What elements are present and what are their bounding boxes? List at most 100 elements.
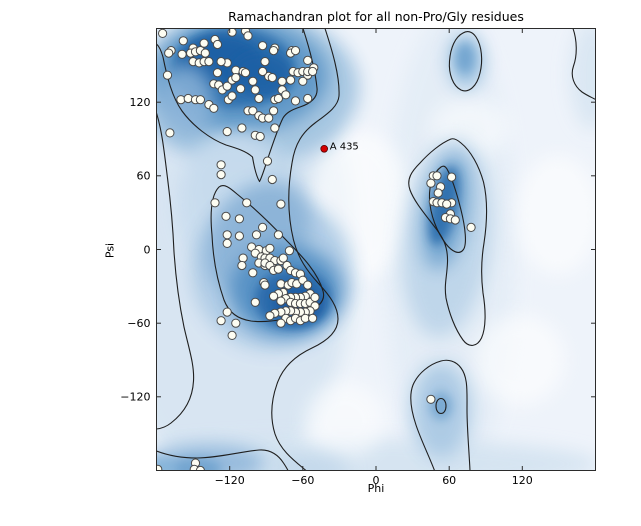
scatter-point: [164, 48, 174, 58]
scatter-point: [264, 113, 274, 123]
contour-line: [408, 138, 488, 346]
scatter-points: [156, 28, 476, 471]
scatter-point: [238, 253, 248, 263]
scatter-point: [251, 230, 262, 240]
scatter-point: [447, 172, 457, 182]
scatter-point: [269, 106, 279, 116]
axis-ticks: [156, 28, 596, 471]
scatter-point: [222, 230, 232, 240]
density-blob: [305, 382, 385, 458]
scatter-point: [222, 81, 232, 91]
y-tick-label: −60: [127, 317, 150, 330]
scatter-point: [303, 93, 313, 104]
scatter-point: [286, 75, 296, 85]
scatter-point: [290, 46, 301, 56]
scatter-point: [284, 246, 294, 256]
scatter-point: [267, 73, 277, 83]
y-tick-label: 0: [144, 243, 151, 256]
scatter-point: [278, 253, 288, 263]
scatter-point: [273, 230, 283, 240]
scatter-point: [234, 214, 244, 224]
scatter-point: [260, 280, 270, 290]
scatter-point: [276, 318, 286, 328]
scatter-point: [267, 174, 277, 185]
scatter-point: [426, 394, 436, 404]
contour-line: [156, 449, 289, 471]
scatter-point: [273, 264, 283, 274]
scatter-point: [269, 46, 279, 56]
x-tick-label: −120: [215, 474, 245, 487]
scatter-point: [243, 31, 253, 41]
scatter-point: [209, 103, 219, 113]
scatter-point: [258, 41, 268, 51]
scatter-point: [248, 268, 258, 278]
scatter-point: [265, 311, 275, 321]
contour-line: [156, 112, 195, 430]
density-blob: [570, 28, 596, 130]
scatter-point: [177, 49, 187, 59]
scatter-point: [237, 123, 247, 133]
scatter-point: [250, 85, 260, 95]
scatter-point: [221, 211, 231, 221]
scatter-point: [234, 231, 244, 241]
scatter-point: [265, 243, 275, 253]
scatter-point: [466, 222, 476, 232]
scatter-point: [260, 57, 270, 67]
scatter-point: [165, 128, 175, 138]
x-tick-label: 0: [373, 474, 380, 487]
scatter-point: [277, 76, 287, 86]
density-blob: [475, 315, 565, 405]
scatter-point: [156, 464, 163, 471]
scatter-point: [433, 188, 443, 198]
scatter-point: [212, 39, 223, 50]
scatter-point: [216, 160, 226, 170]
y-tick-label: 60: [137, 170, 151, 183]
scatter-point: [237, 260, 247, 271]
scatter-point: [269, 291, 279, 301]
density-blob: [270, 454, 350, 471]
scatter-point: [281, 90, 291, 100]
x-tick-label: 60: [442, 474, 456, 487]
scatter-point: [240, 68, 251, 78]
chart-title: Ramachandran plot for all non-Pro/Gly re…: [228, 9, 524, 24]
y-tick-label: −120: [120, 391, 150, 404]
highlighted-residue-point: [320, 145, 329, 153]
scatter-point: [222, 307, 232, 317]
scatter-point: [255, 131, 265, 142]
scatter-point: [222, 127, 232, 137]
contour-line: [410, 359, 471, 471]
scatter-point: [450, 215, 460, 225]
density-blob: [156, 438, 596, 471]
residue-label: A 435: [330, 141, 359, 152]
scatter-point: [276, 296, 286, 306]
scatter-point: [216, 57, 226, 67]
y-tick-label: 120: [130, 96, 151, 109]
scatter-point: [248, 106, 258, 116]
scatter-point: [258, 222, 268, 232]
scatter-point: [204, 57, 214, 67]
contour-line: [571, 28, 596, 101]
density-blob: [456, 43, 474, 73]
scatter-point: [158, 28, 168, 39]
scatter-point: [216, 170, 226, 180]
scatter-point: [432, 171, 442, 181]
scatter-point: [290, 96, 301, 106]
scatter-point: [254, 93, 264, 104]
scatter-point: [231, 73, 241, 83]
x-tick-label: 120: [512, 474, 533, 487]
contour-line: [435, 397, 447, 415]
scatter-point: [200, 48, 210, 58]
contour-line: [271, 28, 340, 471]
scatter-point: [248, 76, 258, 86]
scatter-point: [303, 55, 313, 66]
scatter-point: [216, 316, 226, 326]
scatter-point: [310, 292, 320, 302]
tick-labels: −120 −60 0 60 120 120 60 0 −60 −120: [120, 96, 533, 487]
contour-line: [428, 165, 466, 253]
scatter-point: [298, 76, 308, 86]
scatter-point: [227, 91, 237, 101]
scatter-point: [212, 68, 223, 78]
scatter-point: [270, 123, 280, 133]
